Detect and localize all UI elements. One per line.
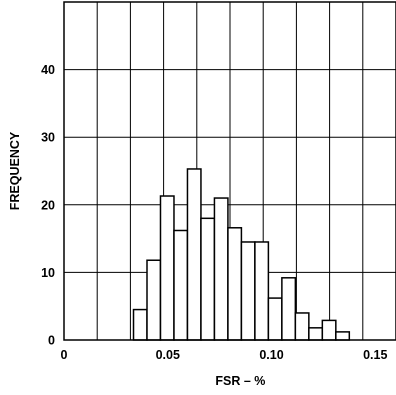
histogram-bar bbox=[254, 241, 270, 341]
x-tick-label: 0 bbox=[61, 348, 68, 362]
y-tick-label: 40 bbox=[41, 63, 55, 77]
histogram-bar bbox=[281, 277, 297, 341]
x-tick-label: 0.10 bbox=[259, 348, 283, 362]
histogram-bar bbox=[227, 227, 243, 341]
histogram-bar bbox=[335, 331, 351, 341]
y-tick-label: 20 bbox=[41, 198, 55, 212]
histogram-bar bbox=[308, 327, 324, 341]
x-axis-title: FSR – % bbox=[215, 374, 265, 388]
x-tick-label: 0.05 bbox=[156, 348, 180, 362]
histogram-bar bbox=[321, 319, 337, 341]
y-tick-label: 30 bbox=[41, 131, 55, 145]
histogram-bar bbox=[200, 217, 216, 341]
histogram-bar bbox=[173, 229, 189, 341]
histogram-bar bbox=[146, 259, 162, 341]
histogram-bar bbox=[132, 308, 148, 341]
histogram-bar bbox=[294, 312, 310, 341]
y-tick-label: 0 bbox=[48, 334, 55, 348]
histogram-bar bbox=[213, 197, 229, 341]
histogram-bars bbox=[132, 168, 351, 341]
plot-frame bbox=[63, 1, 396, 341]
histogram-bar bbox=[186, 168, 202, 341]
histogram-bar bbox=[267, 297, 283, 341]
y-tick-labels: 0 10 20 30 40 bbox=[41, 63, 55, 347]
histogram-bar bbox=[240, 241, 256, 341]
x-tick-labels: 0 0.05 0.10 0.15 bbox=[61, 348, 388, 362]
grid bbox=[64, 2, 396, 340]
y-tick-label: 10 bbox=[41, 266, 55, 280]
y-axis-title: FREQUENCY bbox=[8, 131, 22, 210]
histogram-bar bbox=[159, 195, 175, 341]
x-tick-label: 0.15 bbox=[363, 348, 387, 362]
